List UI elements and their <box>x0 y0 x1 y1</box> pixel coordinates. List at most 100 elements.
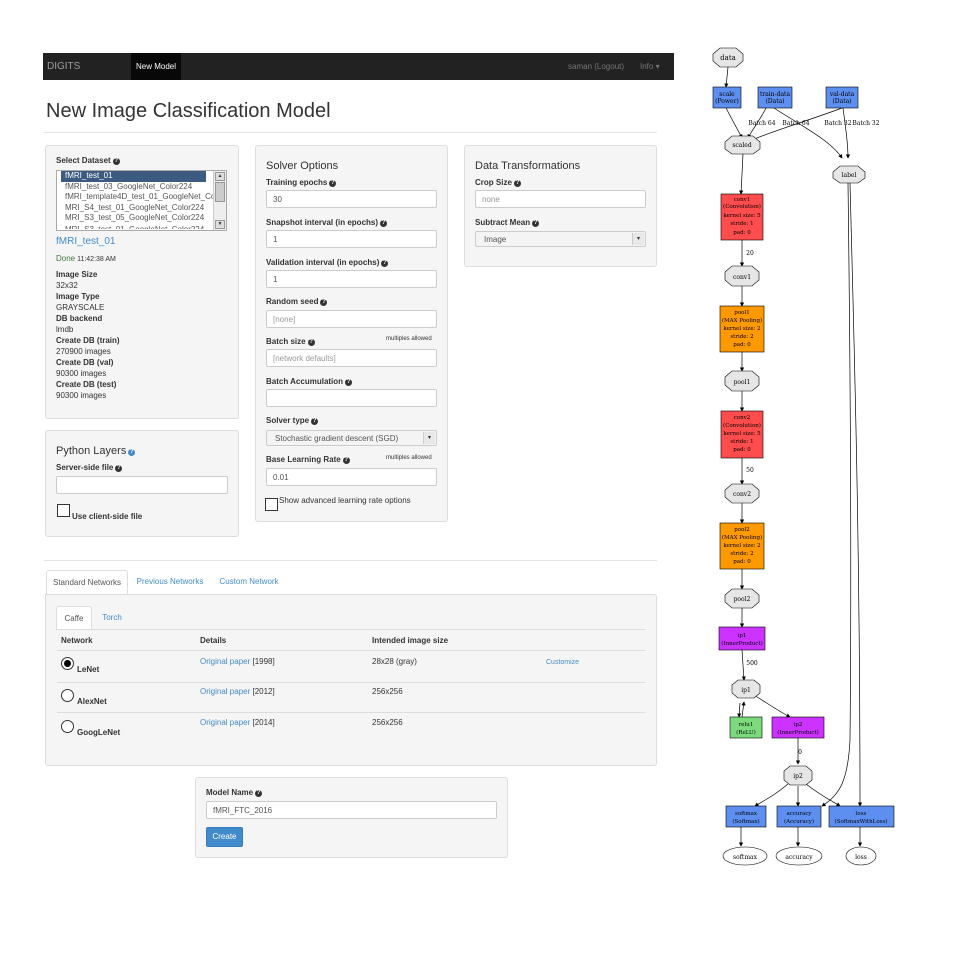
graph-text: (InnerProduct) <box>777 729 818 736</box>
help-icon[interactable]: ? <box>329 180 337 187</box>
graph-text: (InnerProduct) <box>721 640 762 647</box>
seed-input[interactable]: [none] <box>266 310 437 328</box>
dataset-option[interactable]: MRI_S3_test_05_GoogleNet_Color224 <box>65 213 205 223</box>
customize-link[interactable]: Customize <box>546 659 580 666</box>
paper-link[interactable]: Original paper <box>200 657 251 666</box>
graph-node-output <box>845 846 877 866</box>
server-file-input[interactable] <box>56 476 228 494</box>
help-icon[interactable]: ? <box>380 220 388 227</box>
help-icon[interactable]: ? <box>532 220 540 227</box>
graph-text: loss <box>856 811 867 817</box>
tab-standard-networks[interactable]: Standard Networks <box>46 570 128 595</box>
tab-torch[interactable]: Torch <box>102 613 122 622</box>
graph-text: conv2 <box>734 415 751 421</box>
dataset-listbox[interactable]: fMRI_test_01 fMRI_test_03_GoogleNet_Colo… <box>56 170 227 231</box>
help-icon[interactable]: ? <box>381 260 389 267</box>
row-divider <box>57 682 645 683</box>
help-icon[interactable]: ? <box>320 299 328 306</box>
help-icon[interactable]: ? <box>115 465 123 472</box>
detail-label: Image Type <box>56 292 100 301</box>
training-epochs-input[interactable]: 30 <box>266 190 437 208</box>
brand-link[interactable]: DIGITS <box>47 61 81 72</box>
image-size-cell: 28x28 (gray) <box>372 657 417 666</box>
graph-node-blob <box>724 483 760 504</box>
page-title: New Image Classification Model <box>46 100 331 122</box>
tab-caffe[interactable]: Caffe <box>56 606 92 630</box>
graph-node-layer <box>720 193 764 241</box>
graph-node-blob <box>724 135 761 155</box>
tab-previous-networks[interactable]: Previous Networks <box>136 577 204 586</box>
image-size-cell: 256x256 <box>372 718 403 727</box>
googlenet-radio[interactable] <box>61 720 74 733</box>
lr-note: multiples allowed <box>386 455 432 461</box>
graph-text: kernel size: 5 <box>723 213 761 219</box>
transforms-title: Data Transformations <box>475 160 581 172</box>
graph-text: pool2 <box>734 527 749 533</box>
validation-input[interactable]: 1 <box>266 270 437 288</box>
scroll-down-icon[interactable]: ▼ <box>215 220 225 229</box>
scroll-up-icon[interactable]: ▲ <box>215 172 225 181</box>
create-button[interactable]: Create <box>206 827 243 847</box>
snapshot-label: Snapshot interval (in epochs)? <box>266 218 388 227</box>
paper-link[interactable]: Original paper <box>200 718 251 727</box>
scroll-thumb[interactable] <box>215 182 225 202</box>
help-icon[interactable]: ? <box>112 158 120 165</box>
graph-text: ip2 <box>794 722 803 728</box>
graph-node-layer <box>720 410 764 459</box>
help-icon[interactable]: ? <box>307 339 315 346</box>
help-icon[interactable]: ? <box>255 790 263 797</box>
help-icon[interactable]: ? <box>513 180 521 187</box>
graph-text: ip1 <box>741 687 751 694</box>
help-icon[interactable]: ? <box>345 379 353 386</box>
graph-text: (MAX Pooling) <box>722 317 762 324</box>
dataset-option[interactable]: fMRI_test_03_GoogleNet_Color224 <box>65 181 193 191</box>
help-icon[interactable]: ? <box>128 449 136 456</box>
graph-edge-label: Batch 64 <box>782 120 809 127</box>
tab-custom-network[interactable]: Custom Network <box>219 577 279 586</box>
graph-node-layer <box>719 522 765 570</box>
detail-value: 90300 images <box>56 369 107 378</box>
dataset-option[interactable]: fMRI_test_01 <box>61 171 206 182</box>
graph-text: (Data) <box>765 98 784 105</box>
graph-node-blob <box>724 265 760 287</box>
batch-accum-input[interactable] <box>266 389 437 407</box>
batch-size-label: Batch size? <box>266 337 315 346</box>
solver-type-select[interactable]: Stochastic gradient descent (SGD) ▾ <box>266 430 437 446</box>
training-epochs-label: Training epochs? <box>266 178 337 187</box>
graph-text: (SoftmaxWithLoss) <box>835 818 888 825</box>
dataset-option[interactable]: fMRI_template4D_test_01_GoogleNet_Color <box>65 192 215 202</box>
batch-size-input[interactable]: [network defaults] <box>266 349 437 367</box>
user-logout-link[interactable]: saman (Logout) <box>568 62 625 71</box>
graph-text: pad: 0 <box>733 342 751 348</box>
graph-node-layer <box>776 805 822 828</box>
listbox-scrollbar[interactable]: ▲ ▼ <box>213 171 226 230</box>
crop-size-input[interactable]: none <box>475 190 646 208</box>
help-icon[interactable]: ? <box>342 457 350 464</box>
snapshot-input[interactable]: 1 <box>266 230 437 248</box>
help-icon[interactable]: ? <box>311 418 319 425</box>
lr-input[interactable]: 0.01 <box>266 468 437 486</box>
subtract-mean-select[interactable]: Image ▾ <box>475 231 646 247</box>
graph-text: pad: 0 <box>733 230 751 236</box>
graph-edge-label: 500 <box>746 660 758 667</box>
select-dataset-label: Select Dataset? <box>56 156 120 165</box>
client-side-checkbox[interactable] <box>57 504 70 517</box>
graph-text: pool1 <box>734 310 749 316</box>
graph-text: relu1 <box>739 722 754 728</box>
col-details: Details <box>200 636 227 645</box>
info-menu[interactable]: Info ▾ <box>640 62 660 71</box>
graph-text: (Power) <box>715 98 739 105</box>
nav-new-model[interactable]: New Model <box>131 53 181 80</box>
advanced-lr-checkbox[interactable] <box>265 498 278 511</box>
dataset-option[interactable]: MRI_S3_test_01_GoogleNet_Color224 <box>57 224 215 229</box>
graph-node-layer <box>718 626 766 651</box>
model-name-input[interactable]: fMRI_FTC_2016 <box>206 801 497 819</box>
graph-text: pool1 <box>734 379 751 386</box>
paper-link[interactable]: Original paper <box>200 687 251 696</box>
graph-text: (Convolution) <box>723 203 761 210</box>
dataset-option[interactable]: MRI_S4_test_01_GoogleNet_Color224 <box>65 202 205 212</box>
graph-node-layer <box>725 805 767 828</box>
lenet-radio[interactable] <box>61 657 74 670</box>
selected-dataset-link[interactable]: fMRI_test_01 <box>56 236 116 247</box>
alexnet-radio[interactable] <box>61 689 74 702</box>
